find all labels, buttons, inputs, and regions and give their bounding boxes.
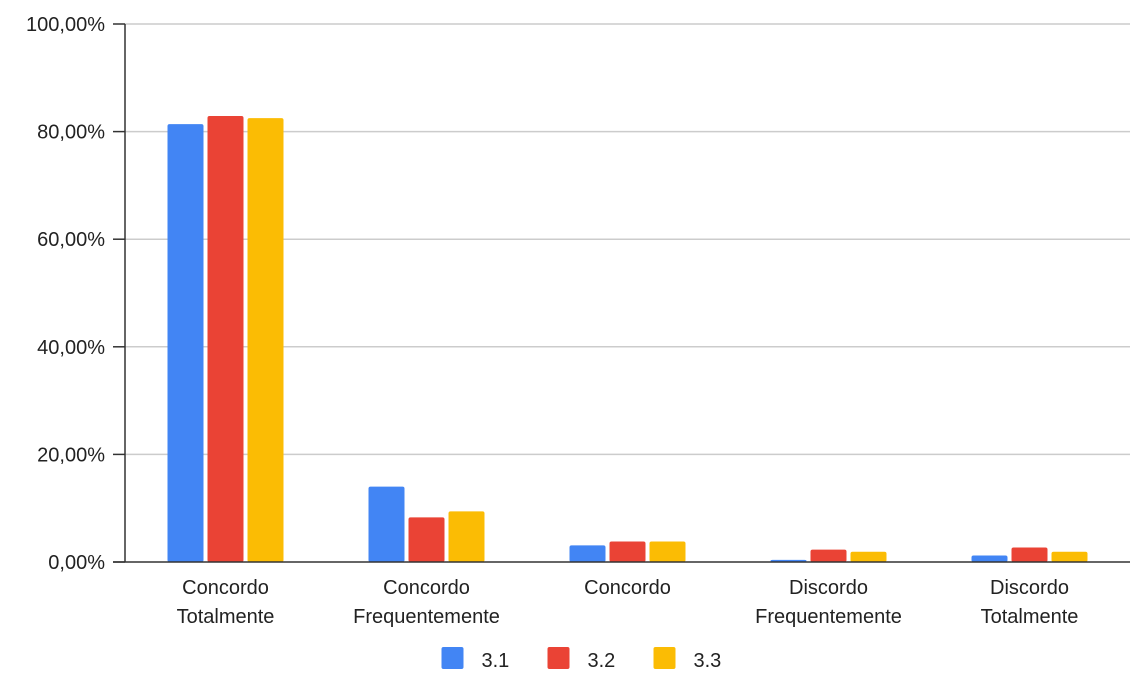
x-category-label: Discordo Frequentemente: [755, 577, 902, 628]
bars: [167, 115, 1088, 563]
x-category-label: Concordo Frequentemente: [353, 577, 500, 628]
x-category-label: Concordo: [584, 577, 671, 599]
legend-label: 3.2: [588, 650, 616, 672]
x-category-label-line: Concordo: [383, 577, 470, 599]
x-category-label-line: Frequentemente: [353, 606, 500, 628]
axes: [113, 24, 1130, 563]
x-category-label-line: Concordo: [182, 577, 269, 599]
x-category-label-line: Discordo: [789, 577, 868, 599]
bar-3-2-cat-2: [609, 541, 646, 562]
y-tick-label: 20,00%: [37, 444, 105, 466]
x-axis-category-labels: Concordo Totalmente Concordo Frequentemente…: [177, 577, 1079, 628]
bar-3-3-cat-0: [247, 118, 284, 563]
bar-3-1-cat-0: [167, 124, 204, 563]
y-axis-ticks: 0,00% 20,00% 40,00% 60,00% 80,00% 100,00%: [26, 14, 125, 574]
legend-swatch: [441, 647, 464, 669]
bar-3-2-cat-1: [408, 517, 445, 562]
bar-3-1-cat-2: [569, 545, 606, 562]
bar-3-2-cat-3: [810, 549, 847, 562]
legend-swatch: [653, 647, 676, 669]
bar-3-3-cat-3: [850, 551, 887, 562]
gridlines: [125, 23, 1130, 456]
bar-3-1-cat-1: [368, 486, 405, 562]
bar-3-1-cat-4: [971, 555, 1008, 562]
x-category-label-line: Discordo: [990, 577, 1069, 599]
x-category-label-line: Totalmente: [177, 606, 275, 628]
y-tick-label: 80,00%: [37, 122, 105, 144]
bar-3-2-cat-4: [1011, 547, 1048, 562]
x-category-label-line: Frequentemente: [755, 606, 902, 628]
y-tick-label: 40,00%: [37, 337, 105, 359]
legend-label: 3.1: [482, 650, 510, 672]
y-tick-label: 0,00%: [48, 552, 105, 574]
bar-3-3-cat-4: [1051, 551, 1088, 562]
x-category-label-line: Concordo: [584, 577, 671, 599]
y-tick-label: 100,00%: [26, 14, 105, 36]
bar-3-2-cat-0: [207, 115, 244, 563]
bar-3-3-cat-2: [649, 541, 686, 562]
x-category-label-line: Totalmente: [981, 606, 1079, 628]
y-tick-label: 60,00%: [37, 229, 105, 251]
legend-swatch: [547, 647, 570, 669]
legend: 3.1 3.2 3.3: [441, 647, 722, 672]
bar-3-3-cat-1: [448, 511, 485, 562]
x-category-label: Concordo Totalmente: [177, 577, 275, 628]
x-category-label: Discordo Totalmente: [981, 577, 1079, 628]
legend-label: 3.3: [694, 650, 722, 672]
